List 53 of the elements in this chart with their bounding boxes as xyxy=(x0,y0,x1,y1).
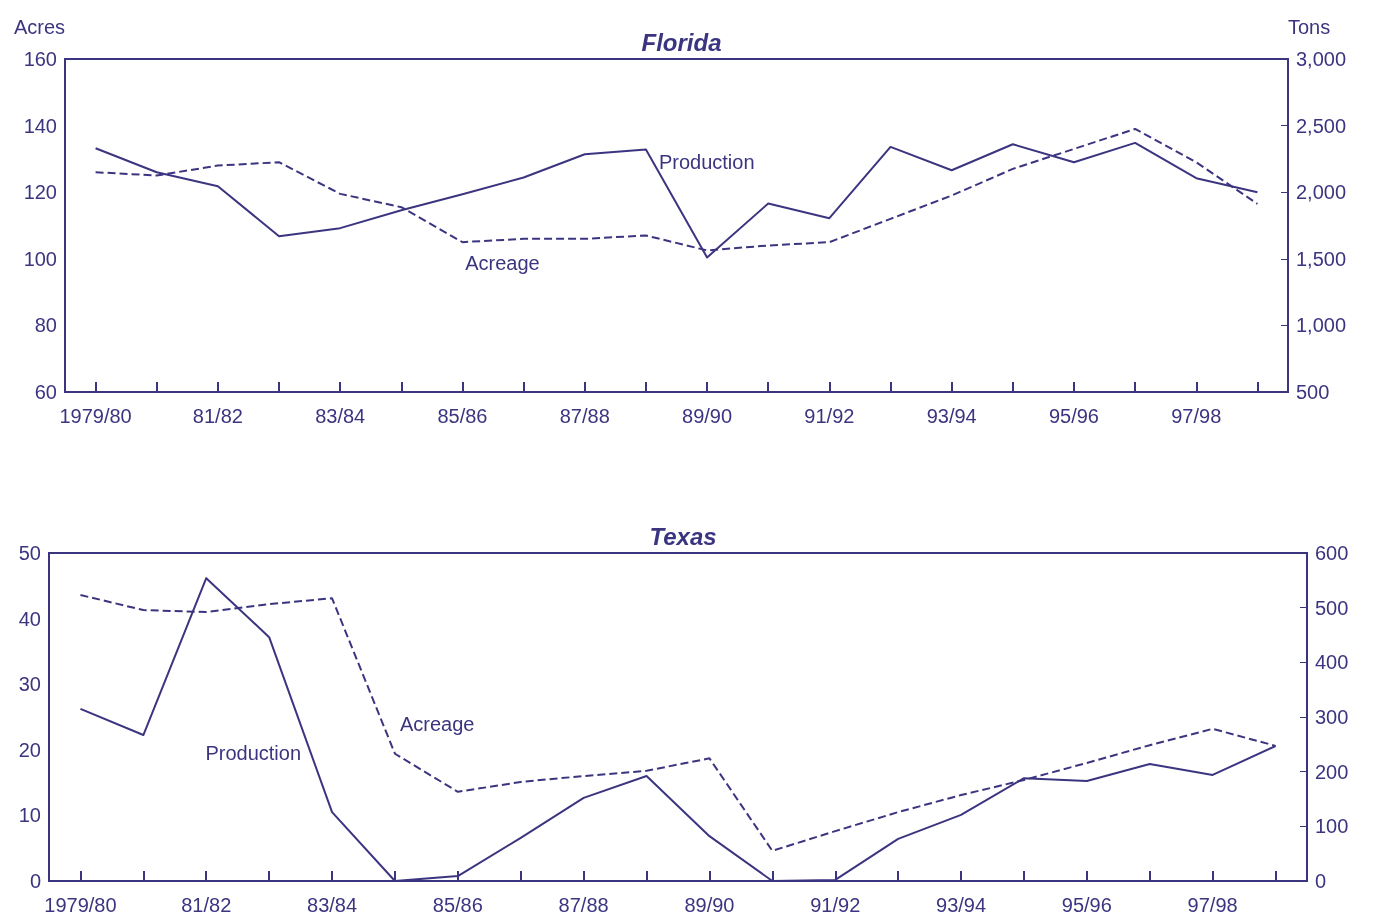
x-tick-label: 87/88 xyxy=(559,405,610,427)
y-tick-label: 100 xyxy=(23,247,57,270)
series-label: Production xyxy=(658,150,755,173)
y2-axis-title: Tons xyxy=(1288,16,1331,38)
y-tick-label: 60 xyxy=(34,381,57,403)
x-tick-label: 89/90 xyxy=(684,894,735,916)
y2-tick-label: 200 xyxy=(1315,760,1349,783)
y-tick-label: 10 xyxy=(18,804,41,827)
y-axis-title: Acres xyxy=(13,16,65,38)
x-tick-label: 81/82 xyxy=(181,894,232,916)
x-tick-label: 95/96 xyxy=(1048,405,1100,427)
x-tick-label: 97/98 xyxy=(1187,894,1238,916)
y2-tick-label: 3,000 xyxy=(1296,48,1347,70)
x-tick-label: 91/92 xyxy=(804,405,855,427)
y2-tick-label: 2,500 xyxy=(1296,114,1347,137)
y2-tick-label: 600 xyxy=(1315,542,1349,564)
x-tick-label: 1979/80 xyxy=(44,894,117,916)
x-tick-label: 91/92 xyxy=(810,894,861,916)
y-tick-label: 20 xyxy=(18,738,41,761)
x-tick-label: 97/98 xyxy=(1171,405,1222,427)
chart-title: Florida xyxy=(641,28,722,56)
x-tick-label: 95/96 xyxy=(1061,894,1112,916)
y2-tick-label: 0 xyxy=(1315,870,1327,892)
series-label: Acreage xyxy=(399,712,475,735)
x-tick-label: 93/94 xyxy=(926,405,977,427)
x-tick-label: 83/84 xyxy=(307,894,358,916)
y2-tick-label: 1,000 xyxy=(1296,314,1347,337)
y-tick-label: 0 xyxy=(29,870,41,892)
y-tick-label: 30 xyxy=(18,673,41,696)
y2-tick-label: 500 xyxy=(1315,596,1349,619)
y2-tick-label: 400 xyxy=(1315,651,1349,674)
x-tick-label: 85/86 xyxy=(437,405,488,427)
x-tick-label: 1979/80 xyxy=(59,405,132,427)
x-tick-label: 85/86 xyxy=(432,894,483,916)
series-label: Production xyxy=(205,742,302,765)
y-tick-label: 80 xyxy=(34,314,57,337)
x-tick-label: 87/88 xyxy=(558,894,609,916)
x-tick-label: 93/94 xyxy=(936,894,987,916)
chart-title: Texas xyxy=(649,522,717,550)
y2-tick-label: 2,000 xyxy=(1296,181,1347,204)
x-tick-label: 89/90 xyxy=(682,405,733,427)
y-tick-label: 120 xyxy=(23,181,57,204)
y-tick-label: 50 xyxy=(18,542,41,564)
y2-tick-label: 300 xyxy=(1315,706,1349,728)
y2-tick-label: 1,500 xyxy=(1296,247,1347,270)
x-tick-label: 81/82 xyxy=(192,405,243,427)
y2-tick-label: 100 xyxy=(1315,815,1349,838)
y2-tick-label: 500 xyxy=(1296,381,1330,403)
y-tick-label: 140 xyxy=(23,114,57,137)
y-tick-label: 160 xyxy=(23,48,57,70)
y-tick-label: 40 xyxy=(18,607,41,630)
x-tick-label: 83/84 xyxy=(315,405,366,427)
series-label: Acreage xyxy=(465,252,540,275)
